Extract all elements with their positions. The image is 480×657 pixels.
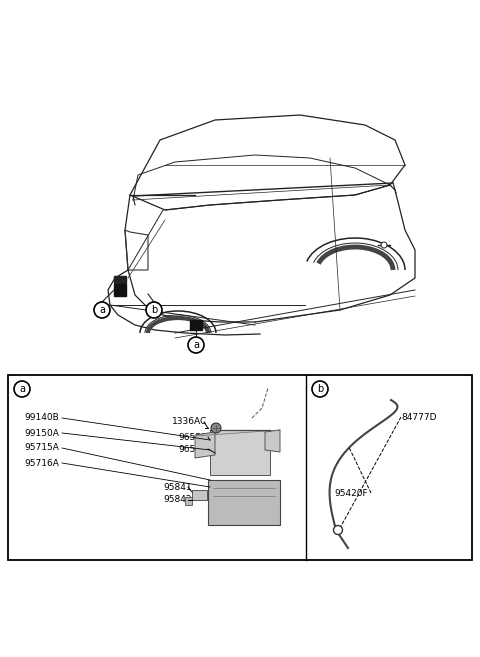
- Circle shape: [146, 302, 162, 318]
- Text: b: b: [151, 305, 157, 315]
- Text: 96552L: 96552L: [178, 432, 212, 442]
- Polygon shape: [114, 276, 126, 283]
- Circle shape: [312, 381, 328, 397]
- Bar: [8, 375, 472, 560]
- Polygon shape: [265, 430, 280, 452]
- Text: 84777D: 84777D: [401, 413, 436, 422]
- Text: 95841: 95841: [163, 482, 192, 491]
- Text: 95715A: 95715A: [24, 443, 60, 453]
- Text: a: a: [19, 384, 25, 394]
- Text: 1336AC: 1336AC: [172, 417, 207, 426]
- Text: 96552R: 96552R: [178, 445, 213, 453]
- Circle shape: [94, 302, 110, 318]
- Bar: [208, 480, 280, 525]
- Circle shape: [211, 423, 221, 433]
- Text: 95716A: 95716A: [24, 459, 60, 468]
- Circle shape: [14, 381, 30, 397]
- Polygon shape: [114, 284, 126, 296]
- Polygon shape: [210, 430, 270, 475]
- Text: 95842: 95842: [163, 495, 192, 505]
- Text: 99150A: 99150A: [24, 428, 60, 438]
- Polygon shape: [190, 320, 202, 330]
- Circle shape: [188, 337, 204, 353]
- Circle shape: [334, 526, 343, 535]
- Circle shape: [381, 242, 387, 248]
- Text: 95420F: 95420F: [334, 489, 368, 497]
- Text: a: a: [193, 340, 199, 350]
- Polygon shape: [195, 432, 215, 458]
- Text: 99140B: 99140B: [24, 413, 60, 422]
- Text: b: b: [317, 384, 323, 394]
- Polygon shape: [185, 497, 192, 505]
- Polygon shape: [192, 490, 207, 500]
- Text: a: a: [99, 305, 105, 315]
